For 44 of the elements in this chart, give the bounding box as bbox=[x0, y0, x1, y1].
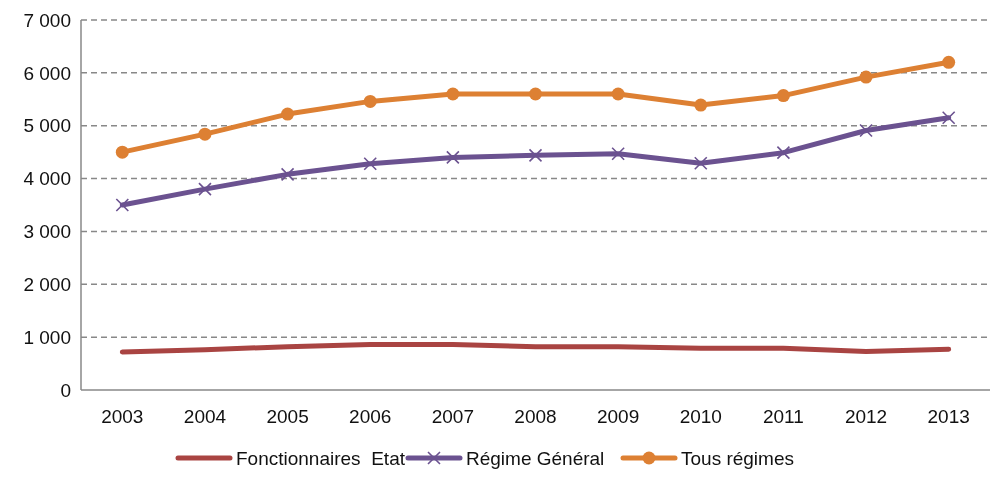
point bbox=[611, 146, 625, 161]
point bbox=[776, 89, 790, 103]
point bbox=[859, 70, 873, 84]
point bbox=[694, 98, 708, 112]
x-tick-label: 2013 bbox=[927, 406, 970, 427]
y-tick-label: 7 000 bbox=[23, 9, 71, 31]
point bbox=[363, 156, 378, 171]
point bbox=[941, 110, 956, 125]
point bbox=[942, 55, 956, 69]
x-tick-label: 2004 bbox=[183, 406, 227, 427]
legend-label: Fonctionnaires Etat bbox=[236, 447, 406, 469]
x-tick-label: 2009 bbox=[597, 406, 640, 427]
point bbox=[693, 156, 708, 171]
point bbox=[281, 107, 295, 121]
y-tick-label: 1 000 bbox=[23, 326, 71, 348]
point bbox=[280, 167, 295, 182]
point bbox=[363, 94, 377, 108]
point bbox=[529, 87, 542, 101]
point bbox=[198, 127, 212, 141]
x-tick-label: 2005 bbox=[266, 406, 309, 427]
x-tick-label: 2007 bbox=[431, 406, 474, 427]
y-tick-label: 2 000 bbox=[23, 273, 71, 295]
y-tick-label: 6 000 bbox=[23, 62, 71, 84]
y-tick-label: 5 000 bbox=[23, 115, 71, 137]
legend-label: Tous régimes bbox=[681, 447, 794, 469]
point bbox=[611, 87, 625, 101]
x-tick-label: 2003 bbox=[101, 406, 144, 427]
x-tick-label: 2011 bbox=[762, 406, 804, 427]
point bbox=[528, 148, 543, 163]
point bbox=[776, 145, 791, 160]
x-tick-label: 2008 bbox=[514, 406, 557, 427]
x-tick-label: 2006 bbox=[349, 406, 392, 427]
y-tick-label: 0 bbox=[60, 379, 71, 401]
y-tick-label: 4 000 bbox=[23, 168, 71, 190]
y-tick-label: 3 000 bbox=[23, 221, 71, 243]
legend-label: Régime Général bbox=[466, 447, 605, 469]
point bbox=[115, 145, 129, 159]
x-tick-label: 2012 bbox=[844, 406, 888, 427]
point bbox=[198, 182, 212, 196]
point bbox=[859, 123, 873, 138]
point bbox=[446, 150, 460, 165]
point bbox=[115, 198, 130, 212]
x-tick-label: 2010 bbox=[679, 406, 722, 427]
point bbox=[446, 87, 460, 101]
